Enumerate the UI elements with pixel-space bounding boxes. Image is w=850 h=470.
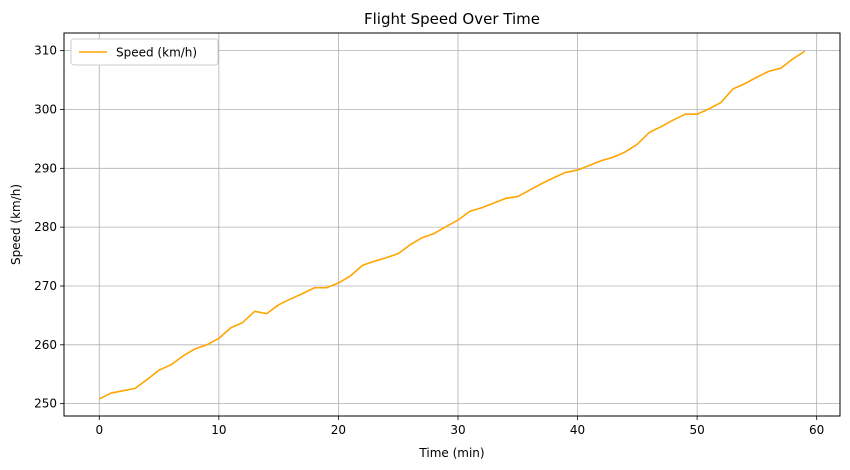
- legend: Speed (km/h): [70, 38, 219, 66]
- y-tick-label: 270: [34, 279, 57, 293]
- x-tick-label: 60: [809, 423, 824, 437]
- series-line-speed: [98, 50, 806, 400]
- chart-title: Flight Speed Over Time: [364, 10, 540, 28]
- x-axis-label: Time (min): [418, 446, 484, 460]
- y-tick-label: 310: [34, 44, 57, 58]
- y-tick-label: 250: [34, 397, 57, 411]
- plot-frame: [63, 32, 841, 417]
- x-tick-label: 20: [331, 423, 346, 437]
- ticks: 0 10 20 30 40 50 60 250 260 270 280 290 300 310: [34, 44, 824, 437]
- grid: [64, 33, 840, 416]
- legend-label: Speed (km/h): [116, 46, 197, 60]
- x-tick-label: 0: [95, 423, 103, 437]
- y-tick-label: 280: [34, 220, 57, 234]
- y-tick-label: 260: [34, 338, 57, 352]
- y-tick-label: 300: [34, 102, 57, 116]
- y-axis-label: Speed (km/h): [9, 184, 23, 265]
- series-group: [98, 50, 806, 400]
- x-tick-label: 10: [211, 423, 226, 437]
- x-tick-label: 40: [570, 423, 585, 437]
- y-tick-label: 290: [34, 161, 57, 175]
- x-tick-label: 30: [450, 423, 465, 437]
- x-tick-label: 50: [689, 423, 704, 437]
- legend-box: [70, 38, 219, 66]
